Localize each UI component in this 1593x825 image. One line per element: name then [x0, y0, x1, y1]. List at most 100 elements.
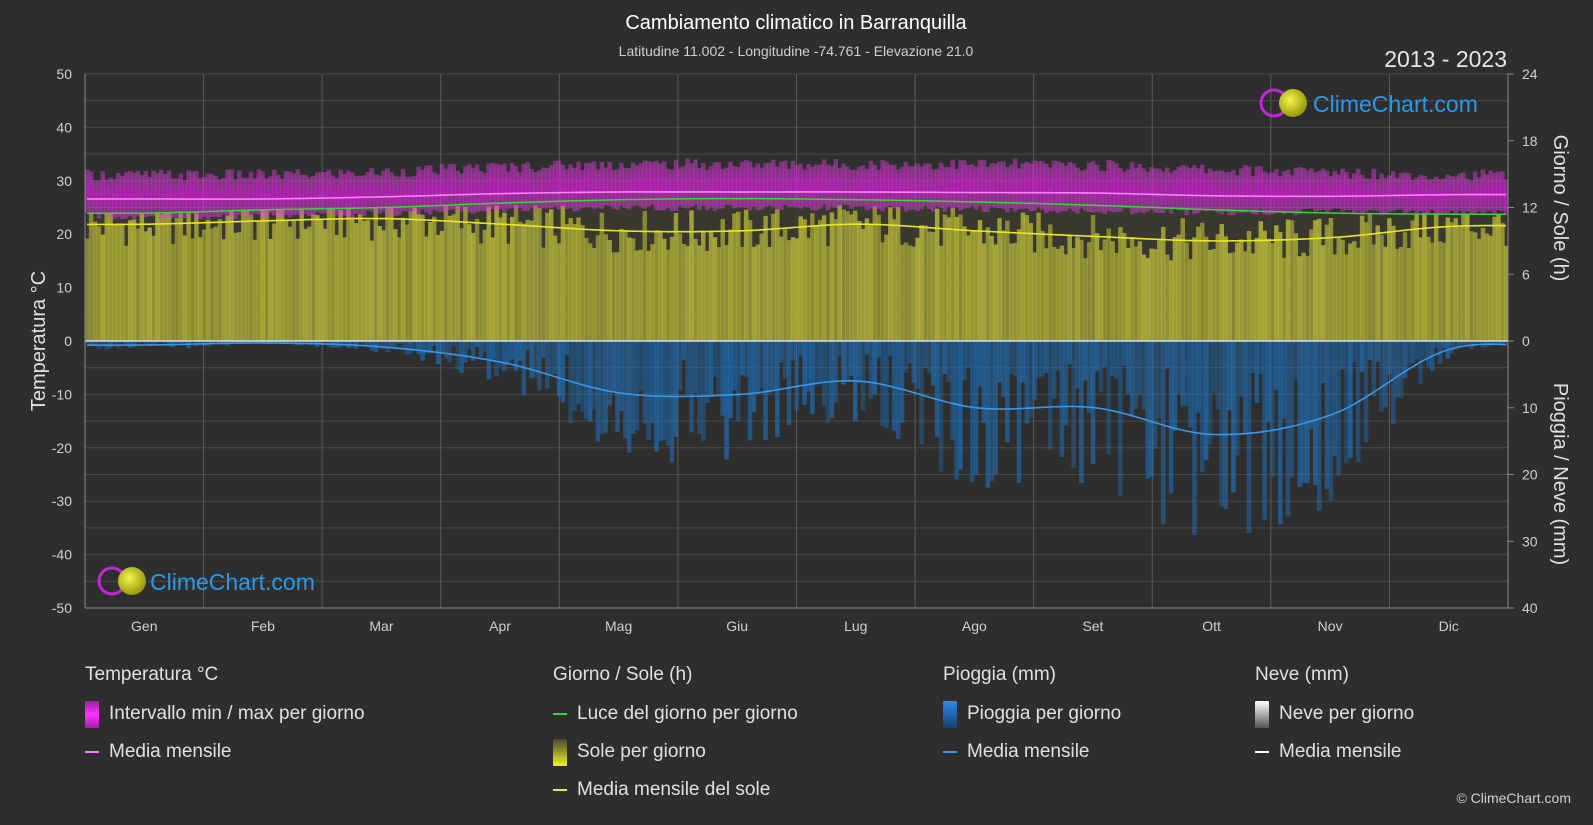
sunshine-bar: [942, 214, 948, 341]
rain-bar: [517, 341, 523, 361]
rain-bar: [428, 341, 433, 354]
sunshine-bar: [1192, 237, 1197, 341]
temp-range-bar: [350, 172, 355, 218]
daylight-line: [86, 197, 1507, 216]
temp-range-bar: [155, 172, 160, 214]
temp-range-bar: [658, 163, 663, 211]
temp-range-bar: [116, 172, 121, 218]
sunshine-mean-line: [86, 217, 1507, 242]
temp-range-bar: [127, 170, 133, 217]
sunshine-bar: [615, 252, 620, 341]
rain-bar: [1387, 341, 1392, 375]
temp-range-bar: [1184, 166, 1189, 216]
rain-bar: [1106, 341, 1111, 455]
rain-bar: [357, 341, 363, 343]
rain-bar: [139, 341, 145, 343]
rain-bar: [1141, 341, 1147, 410]
rain-bar: [693, 341, 698, 394]
temp-range-bar: [338, 169, 343, 217]
temp-range-bar: [634, 165, 640, 206]
temp-range-bar: [1168, 172, 1174, 214]
temp-range-bar: [439, 163, 445, 212]
temp-range-bar: [330, 175, 336, 213]
rain-bar: [665, 341, 671, 446]
sunshine-bar: [264, 210, 269, 341]
sunshine-bar: [743, 209, 749, 341]
rain-bar: [474, 341, 480, 347]
sunshine-bar: [876, 214, 881, 341]
sunshine-bar: [143, 231, 148, 341]
temp-range-bar: [868, 160, 874, 209]
rain-bar: [736, 341, 741, 421]
y-right-bottom-tick-label: 40: [1522, 600, 1538, 616]
temp-range-bar: [899, 166, 905, 207]
sunshine-bar: [704, 250, 710, 341]
sunshine-bar: [1032, 252, 1037, 341]
rain-bar: [661, 341, 667, 440]
temp-range-bar: [1090, 161, 1096, 213]
sunshine-bar: [248, 214, 254, 341]
temp-range-bar: [151, 170, 156, 216]
sunshine-bar: [201, 229, 207, 341]
sunshine-bar: [260, 209, 265, 341]
legend-temperature: Temperatura °C Intervallo min / max per …: [85, 664, 365, 776]
temp-range-bar: [229, 169, 234, 219]
temp-range-bar: [1149, 167, 1154, 210]
rain-bar: [860, 341, 866, 411]
temp-range-bar: [1301, 167, 1306, 210]
rain-bar: [1297, 341, 1302, 487]
sunshine-bar: [895, 207, 901, 341]
sunshine-bar: [751, 246, 757, 341]
rain-bar: [892, 341, 897, 431]
rain-bar: [389, 341, 394, 348]
sunshine-bar: [287, 226, 293, 341]
temp-range-bar: [381, 170, 386, 212]
legend-label: Neve per giorno: [1279, 703, 1415, 724]
temp-range-bar: [911, 165, 917, 210]
rain-bar: [1024, 341, 1030, 424]
sunshine-bar: [1504, 245, 1508, 341]
sunshine-bar: [817, 220, 823, 341]
y-left-tick-label: -10: [52, 386, 72, 402]
sunshine-bar: [1102, 239, 1108, 341]
sunshine-bar: [1153, 249, 1158, 341]
temp-range-bar: [315, 172, 320, 213]
temp-range-bar: [256, 169, 262, 215]
rain-bar: [626, 341, 632, 453]
rain-bar: [1500, 341, 1505, 344]
rain-bar: [1453, 341, 1458, 351]
x-tick-label: Gen: [131, 618, 157, 634]
year-range: 2013 - 2023: [1384, 46, 1507, 72]
sunshine-bar: [342, 237, 347, 341]
y-left-tick-label: 40: [56, 119, 72, 135]
temp-range-bar: [513, 166, 519, 212]
rain-bar: [1383, 341, 1388, 408]
temp-range-bar: [767, 162, 772, 206]
sunshine-bar: [229, 210, 234, 341]
sunshine-bar: [127, 220, 133, 341]
rain-bar: [1122, 341, 1127, 366]
sunshine-bar: [619, 228, 624, 341]
rain-bar: [1137, 341, 1143, 396]
sunshine-bar: [108, 213, 113, 341]
rain-bar: [1266, 341, 1271, 423]
temp-range-bar: [276, 174, 281, 219]
temp-range-bar: [755, 163, 761, 211]
temp-range-bar: [1293, 167, 1299, 215]
temp-range-bar: [1203, 173, 1209, 212]
temp-range-bar: [1176, 166, 1182, 211]
temp-range-bar: [1005, 166, 1010, 213]
sunshine-bar: [1238, 239, 1244, 341]
y-right-top-tick-label: 18: [1522, 133, 1538, 149]
sunshine-bar: [716, 247, 722, 341]
temp-range-bar: [576, 161, 581, 211]
temp-range-bar: [541, 167, 546, 209]
temp-range-bar: [1355, 168, 1361, 212]
rain-bar: [1320, 341, 1326, 384]
temp-range-bar: [607, 161, 612, 207]
temp-range-bar: [997, 161, 1002, 209]
temp-range-bar: [786, 169, 792, 208]
temp-range-bar: [451, 164, 456, 210]
sunshine-bar: [385, 207, 390, 341]
rain-bar: [342, 341, 347, 345]
